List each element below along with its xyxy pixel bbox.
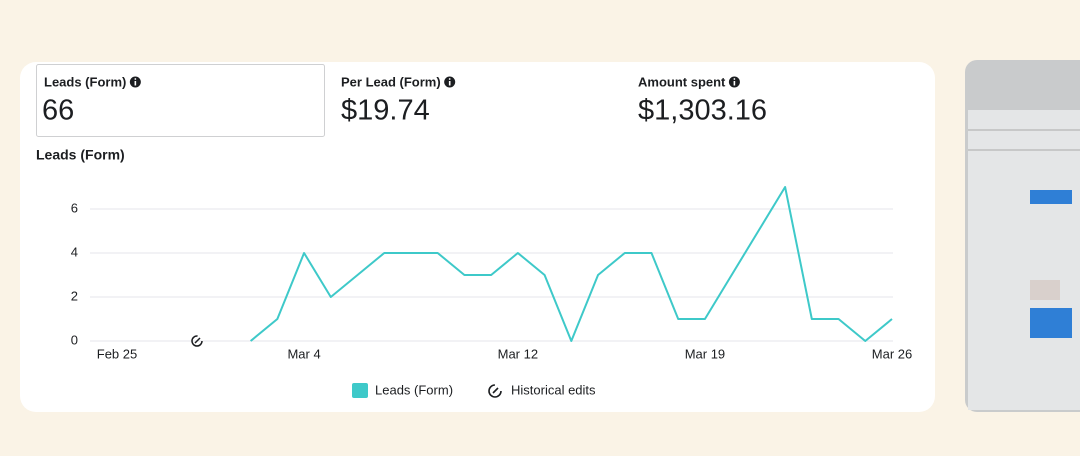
x-tick-label: Mar 26 [872, 346, 912, 361]
info-icon-glyph [733, 78, 736, 80]
metric-value: 66 [42, 95, 74, 127]
x-tick-label: Mar 19 [685, 346, 725, 361]
data-line [249, 186, 893, 342]
metric-label: Leads (Form) [44, 74, 126, 89]
y-tick-label: 4 [71, 244, 78, 259]
x-tick-label: Mar 4 [287, 346, 320, 361]
info-icon-glyph [134, 78, 137, 80]
metric-value: $1,303.16 [638, 95, 767, 127]
calendar-blur [968, 110, 1080, 410]
x-tick-label: Mar 12 [498, 346, 538, 361]
x-tick-label: Feb 25 [97, 346, 137, 361]
chart-title: Leads (Form) [36, 147, 125, 163]
legend-swatch [352, 383, 368, 398]
legend-label: Historical edits [511, 382, 596, 397]
y-tick-label: 0 [71, 332, 78, 347]
history-icon [488, 384, 502, 398]
info-icon-glyph [448, 78, 451, 80]
y-tick-label: 6 [71, 200, 78, 215]
selected-metric[interactable] [36, 64, 325, 137]
metric-value: $19.74 [341, 95, 430, 127]
metric-label: Per Lead (Form) [341, 74, 441, 89]
legend-label: Leads (Form) [375, 382, 453, 397]
report-card [20, 62, 935, 412]
history-icon [191, 335, 203, 347]
metric-label: Amount spent [638, 74, 726, 89]
legend: Leads (Form) Historical edits [352, 382, 596, 398]
y-tick-label: 2 [71, 288, 78, 303]
